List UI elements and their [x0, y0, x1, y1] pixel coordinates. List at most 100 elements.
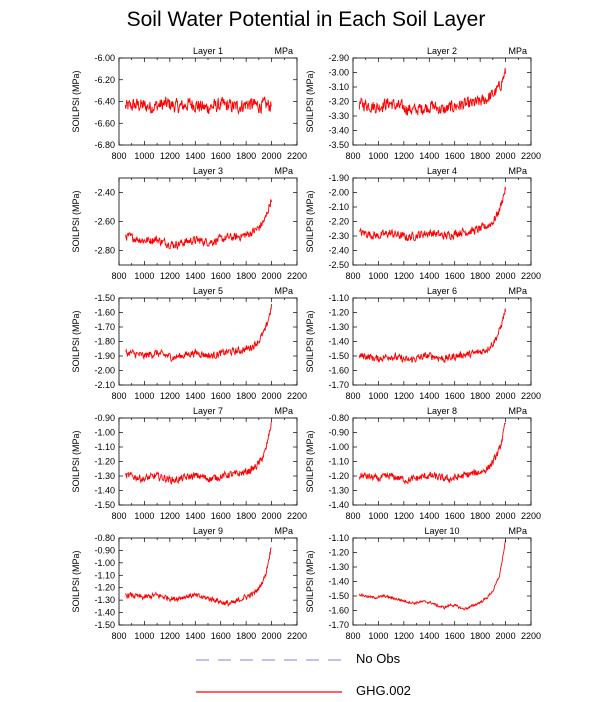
y-tick-label: -1.40	[328, 337, 349, 347]
y-tick-label: -1.30	[328, 486, 349, 496]
x-tick-label: 2200	[287, 631, 307, 641]
x-tick-label: 1800	[236, 391, 256, 401]
chart-panel-layer-3: 800 1000 1200 1400 1600 1800 2000 2200 -2.80 -2.6…	[71, 166, 307, 281]
y-axis-label: SOILPSI (MPa)	[71, 310, 81, 372]
x-axis: 800 1000 1200 1400 1600 1800 2000 2200	[345, 298, 541, 401]
figure-title: Soil Water Potential in Each Soil Layer	[126, 8, 486, 31]
x-tick-label: 1200	[394, 511, 414, 521]
panel-title: Layer 10	[424, 526, 459, 536]
x-tick-label: 1400	[185, 151, 205, 161]
y-tick-label: -1.40	[94, 486, 115, 496]
series-line-GHG.002	[124, 96, 272, 116]
x-tick-label: 1000	[368, 511, 388, 521]
y-tick-label: -1.40	[94, 608, 115, 618]
y-tick-label: -1.90	[94, 351, 115, 361]
x-tick-label: 2000	[496, 151, 516, 161]
y-axis: -1.50 -1.40 -1.30 -1.20 -1.10 -1.00 -0.90 -0.80	[94, 533, 297, 630]
x-axis: 800 1000 1200 1400 1600 1800 2000 2200	[111, 538, 307, 641]
x-tick-label: 1800	[236, 271, 256, 281]
y-tick-label: -2.40	[94, 188, 115, 198]
y-tick-label: -0.80	[328, 413, 349, 423]
x-tick-label: 2000	[496, 631, 516, 641]
y-tick-label: -1.00	[94, 558, 115, 568]
panel-title: Layer 5	[193, 286, 223, 296]
y-tick-label: -1.30	[94, 471, 115, 481]
x-tick-label: 1200	[394, 151, 414, 161]
x-tick-label: 1000	[134, 511, 154, 521]
y-tick-label: -2.00	[94, 366, 115, 376]
chart-panel-layer-10: 800 1000 1200 1400 1600 1800 2000 2200 -1.70 -1.6…	[305, 526, 541, 641]
x-tick-label: 1600	[445, 271, 465, 281]
y-tick-label: -2.20	[328, 217, 349, 227]
x-tick-label: 1400	[419, 631, 439, 641]
x-tick-label: 1000	[134, 271, 154, 281]
panel-unit-label: MPa	[508, 526, 527, 536]
y-tick-label: -1.50	[328, 351, 349, 361]
x-tick-label: 2000	[496, 511, 516, 521]
x-tick-label: 800	[345, 271, 360, 281]
x-tick-label: 1200	[394, 271, 414, 281]
series-line-GHG.002	[358, 67, 507, 116]
y-axis: -1.70 -1.60 -1.50 -1.40 -1.30 -1.20 -1.10	[328, 533, 531, 630]
x-tick-label: 1600	[445, 631, 465, 641]
x-tick-label: 2000	[262, 271, 282, 281]
x-axis: 800 1000 1200 1400 1600 1800 2000 2200	[111, 58, 307, 161]
x-tick-label: 1200	[394, 391, 414, 401]
y-tick-label: -1.70	[94, 322, 115, 332]
y-tick-label: -3.40	[328, 126, 349, 136]
x-tick-label: 1800	[470, 391, 490, 401]
chart-panel-layer-4: 800 1000 1200 1400 1600 1800 2000 2200 -2.50 -2.4…	[305, 166, 541, 281]
y-tick-label: -1.40	[328, 577, 349, 587]
x-tick-label: 2000	[262, 511, 282, 521]
x-tick-label: 1000	[134, 631, 154, 641]
x-tick-label: 1400	[419, 511, 439, 521]
series-line-GHG.002	[358, 539, 507, 611]
x-tick-label: 1200	[394, 631, 414, 641]
x-tick-label: 800	[345, 391, 360, 401]
x-tick-label: 1400	[185, 271, 205, 281]
panel-unit-label: MPa	[274, 46, 293, 56]
chart-panel-layer-7: 800 1000 1200 1400 1600 1800 2000 2200 -1.50 -1.4…	[71, 406, 307, 521]
y-axis: -2.10 -2.00 -1.90 -1.80 -1.70 -1.60 -1.50	[94, 293, 297, 390]
y-tick-label: -1.20	[94, 457, 115, 467]
x-tick-label: 2200	[521, 511, 541, 521]
y-axis-label: SOILPSI (MPa)	[305, 550, 315, 612]
x-tick-label: 1800	[470, 631, 490, 641]
y-tick-label: -1.60	[94, 308, 115, 318]
x-tick-label: 2200	[287, 391, 307, 401]
x-tick-label: 1200	[160, 151, 180, 161]
y-tick-label: -3.10	[328, 82, 349, 92]
y-tick-label: -1.50	[94, 500, 115, 510]
x-axis: 800 1000 1200 1400 1600 1800 2000 2200	[345, 58, 541, 161]
x-tick-label: 1600	[211, 271, 231, 281]
x-tick-label: 1200	[160, 391, 180, 401]
y-tick-label: -1.00	[94, 428, 115, 438]
y-axis: -3.50 -3.40 -3.30 -3.20 -3.10 -3.00 -2.90	[328, 53, 531, 150]
y-axis: -2.80 -2.60 -2.40	[94, 188, 297, 256]
x-tick-label: 2000	[496, 391, 516, 401]
y-tick-label: -2.80	[94, 246, 115, 256]
y-tick-label: -1.10	[94, 442, 115, 452]
y-tick-label: -2.60	[94, 217, 115, 227]
x-tick-label: 1400	[419, 271, 439, 281]
x-axis: 800 1000 1200 1400 1600 1800 2000 2200	[345, 418, 541, 521]
y-tick-label: -0.90	[328, 428, 349, 438]
y-axis: -1.70 -1.60 -1.50 -1.40 -1.30 -1.20 -1.10	[328, 293, 531, 390]
panel-unit-label: MPa	[274, 166, 293, 176]
x-tick-label: 1200	[160, 511, 180, 521]
y-axis-label: SOILPSI (MPa)	[305, 190, 315, 252]
y-tick-label: -1.70	[328, 620, 349, 630]
x-tick-label: 1600	[445, 391, 465, 401]
y-tick-label: -2.00	[328, 188, 349, 198]
x-tick-label: 800	[345, 511, 360, 521]
x-tick-label: 2000	[262, 391, 282, 401]
y-tick-label: -1.50	[328, 591, 349, 601]
y-tick-label: -1.20	[328, 308, 349, 318]
y-tick-label: -1.60	[328, 366, 349, 376]
y-tick-label: -0.80	[94, 533, 115, 543]
series-line-GHG.002	[124, 199, 273, 251]
y-tick-label: -1.20	[328, 471, 349, 481]
x-tick-label: 1000	[134, 151, 154, 161]
x-tick-label: 800	[111, 151, 126, 161]
